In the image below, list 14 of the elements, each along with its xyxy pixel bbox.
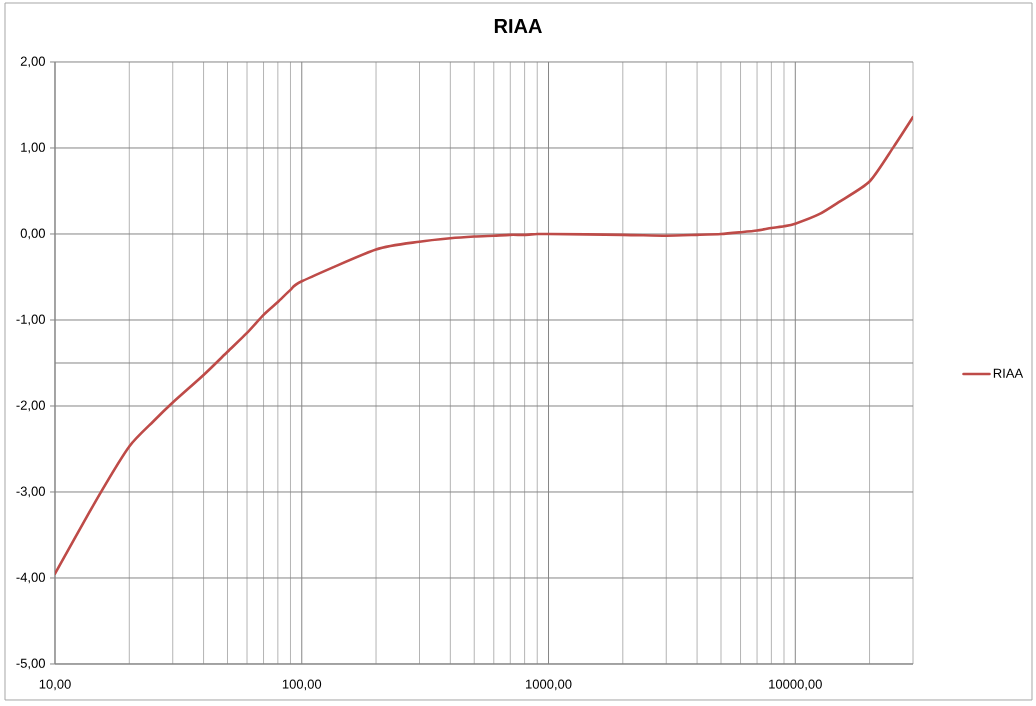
y-tick-label: 0,00: [20, 228, 45, 240]
y-tick-label: -5,00: [16, 658, 45, 670]
chart-title: RIAA: [494, 19, 542, 33]
y-tick-label: -3,00: [16, 486, 45, 498]
y-tick-label: -2,00: [16, 400, 45, 412]
x-tick-label: 10,00: [39, 679, 71, 691]
legend-label: RIAA: [993, 368, 1024, 378]
y-tick-label: -1,00: [16, 314, 45, 326]
x-tick-label: 10000,00: [769, 679, 822, 691]
y-tick-label: 2,00: [20, 56, 45, 68]
x-tick-label: 100,00: [282, 679, 322, 691]
y-tick-label: 1,00: [21, 142, 45, 154]
y-tick-label: -4,00: [16, 572, 45, 584]
x-tick-label: 1000,00: [526, 679, 572, 691]
